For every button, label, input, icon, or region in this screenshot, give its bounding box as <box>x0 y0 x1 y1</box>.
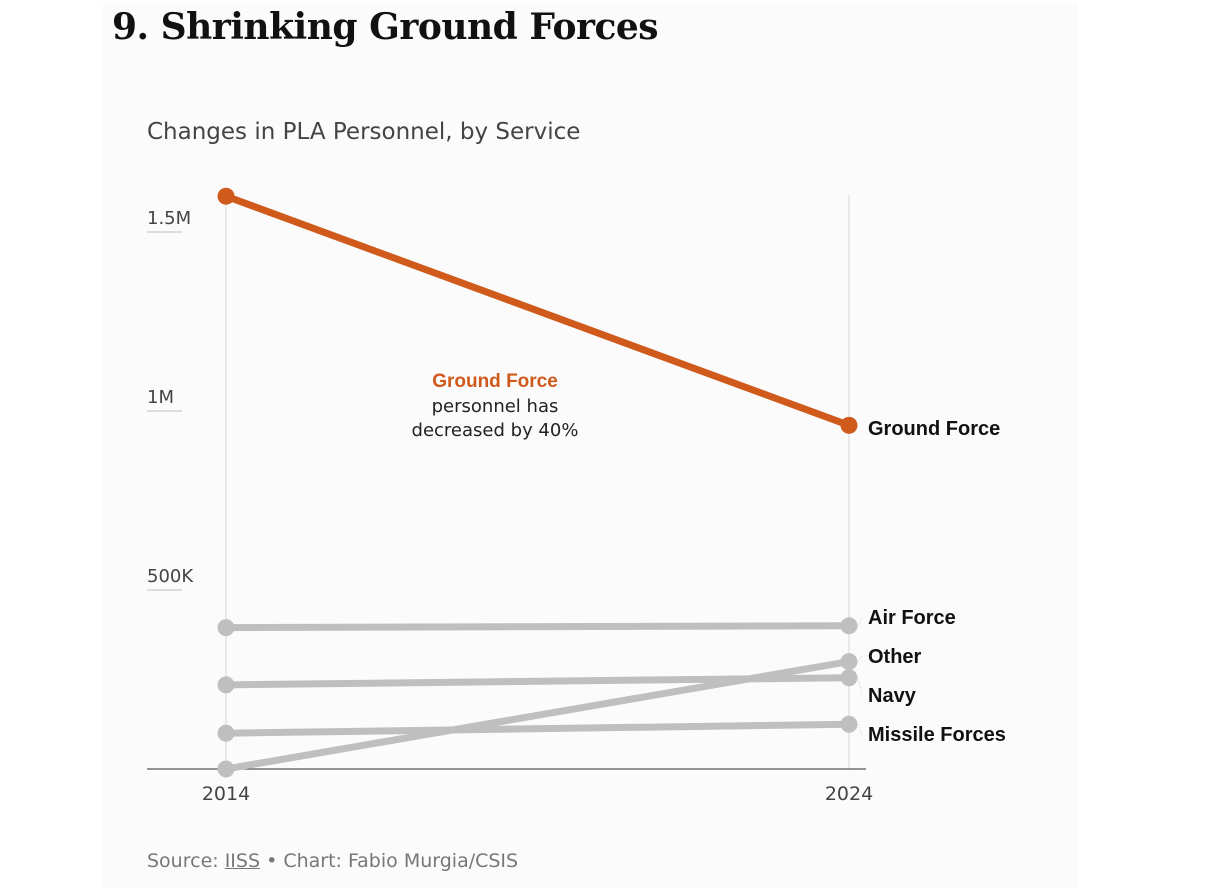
data-point-missile-forces-2024 <box>840 715 858 733</box>
series-label-air-force: Air Force <box>868 607 956 629</box>
annotation-line-2: decreased by 40% <box>412 420 579 441</box>
data-point-other-2014 <box>217 760 235 778</box>
chart-panel <box>103 3 1078 888</box>
data-point-other-2024 <box>840 653 858 671</box>
y-tick-label: 1.5M <box>147 208 191 229</box>
data-point-ground-force-2014 <box>217 187 235 205</box>
chart-credit: Chart: Fabio Murgia/CSIS <box>283 850 519 872</box>
chart-subtitle: Changes in PLA Personnel, by Service <box>147 119 581 145</box>
data-point-ground-force-2024 <box>840 416 858 434</box>
x-tick-label: 2014 <box>202 783 250 805</box>
series-label-ground-force: Ground Force <box>868 418 1000 440</box>
source-link[interactable]: IISS <box>224 850 261 872</box>
series-line-missile-forces <box>222 720 853 737</box>
separator: • <box>260 850 284 872</box>
series-line-air-force <box>222 622 853 632</box>
source-prefix: Source: <box>147 850 225 872</box>
series-line-ground-force <box>222 192 853 429</box>
x-tick-label: 2024 <box>825 783 873 805</box>
series-label-navy: Navy <box>868 685 917 707</box>
label-leader-air-force <box>857 616 863 627</box>
data-point-air-force-2014 <box>217 619 235 637</box>
data-point-navy-2024 <box>840 669 858 687</box>
y-tick-label: 1M <box>147 387 174 408</box>
label-leader-missile-forces <box>857 724 863 735</box>
y-tick-label: 500K <box>147 566 194 587</box>
annotation-title: Ground Force <box>432 371 558 392</box>
data-point-navy-2014 <box>217 676 235 694</box>
data-point-missile-forces-2014 <box>217 724 235 742</box>
series-line-navy <box>222 674 853 689</box>
label-leader-other <box>857 655 863 662</box>
series-label-missile-forces: Missile Forces <box>868 724 1006 746</box>
data-point-air-force-2024 <box>840 617 858 635</box>
series-label-other: Other <box>868 646 922 668</box>
page-title: 9. Shrinking Ground Forces <box>112 6 659 48</box>
annotation-line-1: personnel has <box>432 396 559 417</box>
source-line: Source: IISS • Chart: Fabio Murgia/CSIS <box>147 850 518 872</box>
label-leader-navy <box>857 677 863 696</box>
